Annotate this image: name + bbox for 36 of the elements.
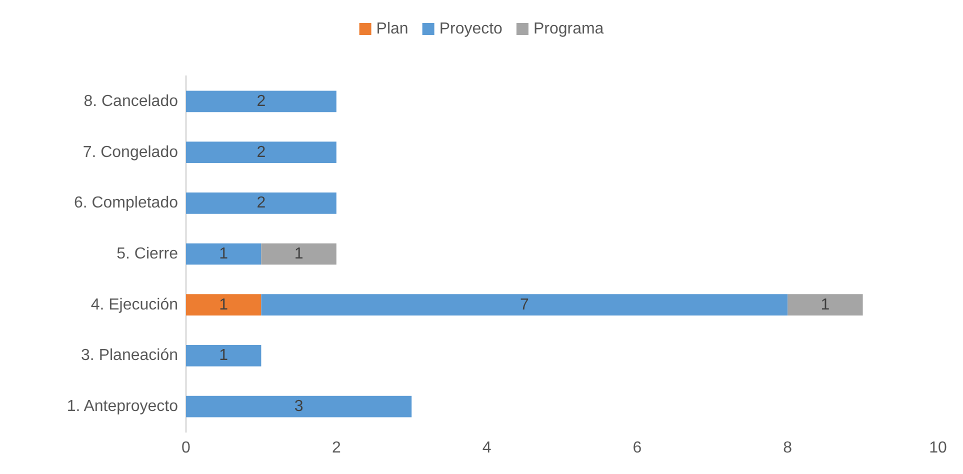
x-tick-label: 0: [182, 440, 191, 456]
data-label: 1: [294, 246, 304, 262]
data-label: 7: [520, 296, 529, 314]
y-tick-label: 3. Planeación: [81, 347, 178, 364]
legend-label: Proyecto: [439, 20, 503, 38]
y-tick-label: 7. Congelado: [82, 144, 178, 161]
x-tick-label: 8: [783, 440, 792, 456]
data-label: 2: [256, 194, 266, 212]
x-tick-label: 6: [632, 440, 642, 456]
y-tick-label: 4. Ejecución: [90, 296, 178, 314]
x-tick-label: 4: [482, 440, 492, 456]
data-label: 2: [256, 92, 266, 110]
bar: [186, 90, 336, 112]
data-label: 1: [219, 347, 228, 364]
x-tick-label: 10: [929, 440, 947, 456]
y-tick-label: 1. Anteproyecto: [66, 398, 178, 416]
legend-label: Programa: [533, 20, 604, 38]
y-tick-label: 8. Cancelado: [84, 92, 178, 110]
bar: [261, 294, 788, 316]
y-tick-label: 6. Completado: [74, 194, 178, 212]
bar: [788, 294, 863, 316]
bar: [186, 192, 336, 214]
bar: [186, 345, 262, 366]
data-label: 1: [820, 296, 830, 314]
bar: [186, 243, 262, 265]
data-label: 1: [219, 296, 228, 314]
bar: [186, 294, 262, 316]
data-label: 1: [219, 246, 228, 262]
y-tick-label: 5. Cierre: [116, 246, 178, 262]
x-tick-label: 2: [332, 440, 341, 456]
bar: [186, 142, 336, 163]
bar: [186, 396, 412, 418]
data-label: 3: [294, 398, 304, 416]
legend-label: Plan: [376, 20, 408, 38]
data-label: 2: [256, 144, 266, 161]
bar: [261, 243, 336, 265]
